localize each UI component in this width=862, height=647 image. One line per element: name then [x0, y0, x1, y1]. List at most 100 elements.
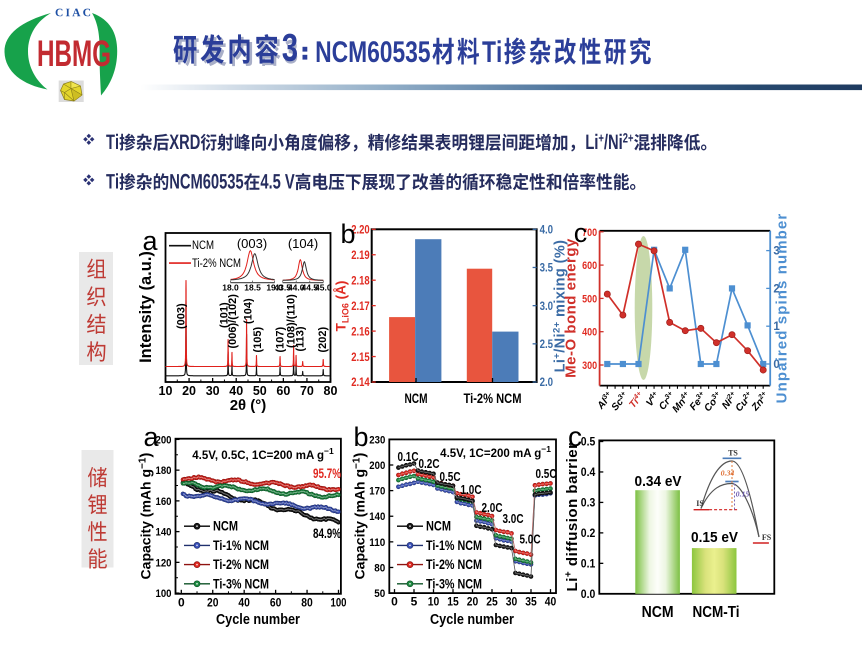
svg-text:2.19: 2.19 — [351, 250, 370, 262]
svg-text:300: 300 — [582, 360, 597, 372]
svg-text:NCM-Ti: NCM-Ti — [693, 604, 740, 621]
svg-text:3: 3 — [773, 246, 779, 258]
svg-text:Ti-2% NCM: Ti-2% NCM — [213, 557, 269, 572]
svg-text:0.5C: 0.5C — [536, 467, 557, 481]
svg-text:TS: TS — [728, 449, 738, 458]
svg-text:Capacity (mAh g−1): Capacity (mAh g−1) — [352, 453, 369, 580]
svg-text:b: b — [340, 219, 355, 249]
svg-text:a: a — [142, 226, 158, 256]
svg-text:0.0: 0.0 — [581, 589, 596, 601]
svg-text:0: 0 — [773, 359, 779, 371]
svg-text:Zn2+: Zn2+ — [749, 390, 771, 414]
svg-text:TLiO6 (Å): TLiO6 (Å) — [334, 281, 351, 332]
svg-text:0.15 eV: 0.15 eV — [691, 529, 738, 546]
svg-text:Ti-2% NCM: Ti-2% NCM — [426, 557, 482, 572]
svg-text:120: 120 — [156, 557, 172, 569]
svg-text:18.5: 18.5 — [244, 283, 261, 293]
svg-text:80: 80 — [324, 384, 338, 398]
svg-text:60: 60 — [270, 595, 282, 609]
svg-text:Ti4+: Ti4+ — [627, 390, 647, 410]
svg-text:(006)/(102): (006)/(102) — [227, 294, 239, 349]
svg-text:1: 1 — [773, 321, 780, 333]
svg-text:5: 5 — [411, 595, 418, 609]
svg-text:Cycle number: Cycle number — [430, 612, 514, 628]
svg-text:3.0: 3.0 — [540, 301, 554, 313]
svg-text:Ti-1% NCM: Ti-1% NCM — [426, 538, 482, 553]
svg-text:2.0: 2.0 — [540, 377, 554, 389]
svg-text:0.15: 0.15 — [736, 490, 750, 499]
svg-text:Ti-2% NCM: Ti-2% NCM — [464, 390, 522, 406]
svg-text:0.2: 0.2 — [581, 528, 596, 540]
svg-text:50: 50 — [253, 384, 267, 398]
svg-text:Ti-2% NCM: Ti-2% NCM — [192, 258, 241, 270]
svg-text:2.20: 2.20 — [351, 225, 370, 237]
svg-text:Ti-3% NCM: Ti-3% NCM — [426, 576, 482, 591]
svg-text:110: 110 — [369, 537, 385, 549]
svg-text:160: 160 — [156, 496, 172, 508]
svg-text:2.14: 2.14 — [351, 377, 370, 389]
svg-text:0.1C: 0.1C — [398, 450, 419, 464]
svg-text:0.4: 0.4 — [581, 467, 596, 479]
svg-text:Unpaired spins number: Unpaired spins number — [774, 213, 791, 404]
svg-text:30: 30 — [206, 384, 220, 398]
svg-text:0.5: 0.5 — [581, 437, 596, 449]
svg-text:35: 35 — [525, 595, 537, 609]
svg-text:0.34 eV: 0.34 eV — [635, 473, 682, 490]
svg-text:NCM: NCM — [405, 390, 428, 406]
svg-text:15: 15 — [447, 595, 459, 609]
svg-text:V4+: V4+ — [644, 390, 662, 409]
svg-text:0.5C: 0.5C — [440, 470, 461, 484]
svg-text:4.5V, 0.5C, 1C=200 mA g−1: 4.5V, 0.5C, 1C=200 mA g−1 — [192, 446, 334, 462]
svg-text:10: 10 — [159, 384, 173, 398]
svg-text:IS: IS — [696, 499, 704, 508]
svg-text:4.5V, 1C=200 mA g−1: 4.5V, 1C=200 mA g−1 — [440, 444, 551, 460]
svg-text:700: 700 — [582, 227, 597, 239]
svg-text:43.5: 43.5 — [274, 283, 291, 293]
svg-text:180: 180 — [156, 465, 172, 477]
svg-text:80: 80 — [374, 562, 385, 574]
svg-text:50: 50 — [374, 588, 385, 600]
svg-text:40: 40 — [545, 595, 557, 609]
svg-text:140: 140 — [156, 527, 172, 539]
svg-text:100: 100 — [156, 588, 172, 600]
svg-text:2.5: 2.5 — [540, 339, 554, 351]
svg-text:(113): (113) — [295, 326, 307, 351]
svg-text:(105): (105) — [252, 326, 264, 352]
svg-text:c: c — [568, 421, 582, 452]
svg-text:40: 40 — [229, 384, 243, 398]
svg-text:(104): (104) — [288, 236, 318, 251]
svg-text:600: 600 — [582, 260, 597, 272]
svg-text:NCM: NCM — [426, 519, 451, 534]
svg-text:2.18: 2.18 — [351, 275, 370, 287]
svg-text:2: 2 — [773, 283, 779, 295]
svg-text:1.0C: 1.0C — [461, 483, 482, 497]
svg-text:200: 200 — [369, 460, 385, 472]
svg-text:140: 140 — [369, 511, 385, 523]
svg-text:70: 70 — [300, 384, 314, 398]
svg-text:44.0: 44.0 — [288, 283, 305, 293]
svg-text:19.0: 19.0 — [266, 283, 283, 293]
svg-text:230: 230 — [369, 434, 385, 446]
svg-text:0: 0 — [178, 595, 185, 609]
svg-text:Li+/Ni2+ mixing (%): Li+/Ni2+ mixing (%) — [552, 240, 569, 373]
svg-text:(107): (107) — [275, 326, 287, 352]
svg-text:Ti-1% NCM: Ti-1% NCM — [213, 538, 269, 553]
svg-text:80: 80 — [301, 595, 313, 609]
svg-text:2θ (°): 2θ (°) — [230, 397, 267, 414]
svg-text:400: 400 — [582, 327, 597, 339]
svg-text:45.0: 45.0 — [315, 283, 332, 293]
svg-text:4.0: 4.0 — [540, 225, 554, 237]
svg-text:a: a — [143, 422, 159, 452]
svg-text:5.0C: 5.0C — [520, 533, 541, 547]
svg-text:2.16: 2.16 — [351, 326, 370, 338]
svg-text:b: b — [353, 422, 368, 452]
svg-text:(101): (101) — [219, 302, 231, 328]
svg-text:20: 20 — [207, 595, 219, 609]
svg-text:170: 170 — [369, 486, 385, 498]
svg-text:Ni2+: Ni2+ — [720, 390, 740, 411]
svg-text:Capacity (mAh g−1): Capacity (mAh g−1) — [138, 453, 155, 580]
svg-text:NCM: NCM — [642, 604, 674, 621]
svg-text:(104): (104) — [243, 298, 255, 324]
svg-text:Me-O bond energy: Me-O bond energy — [563, 238, 580, 378]
svg-text:c: c — [574, 218, 588, 248]
